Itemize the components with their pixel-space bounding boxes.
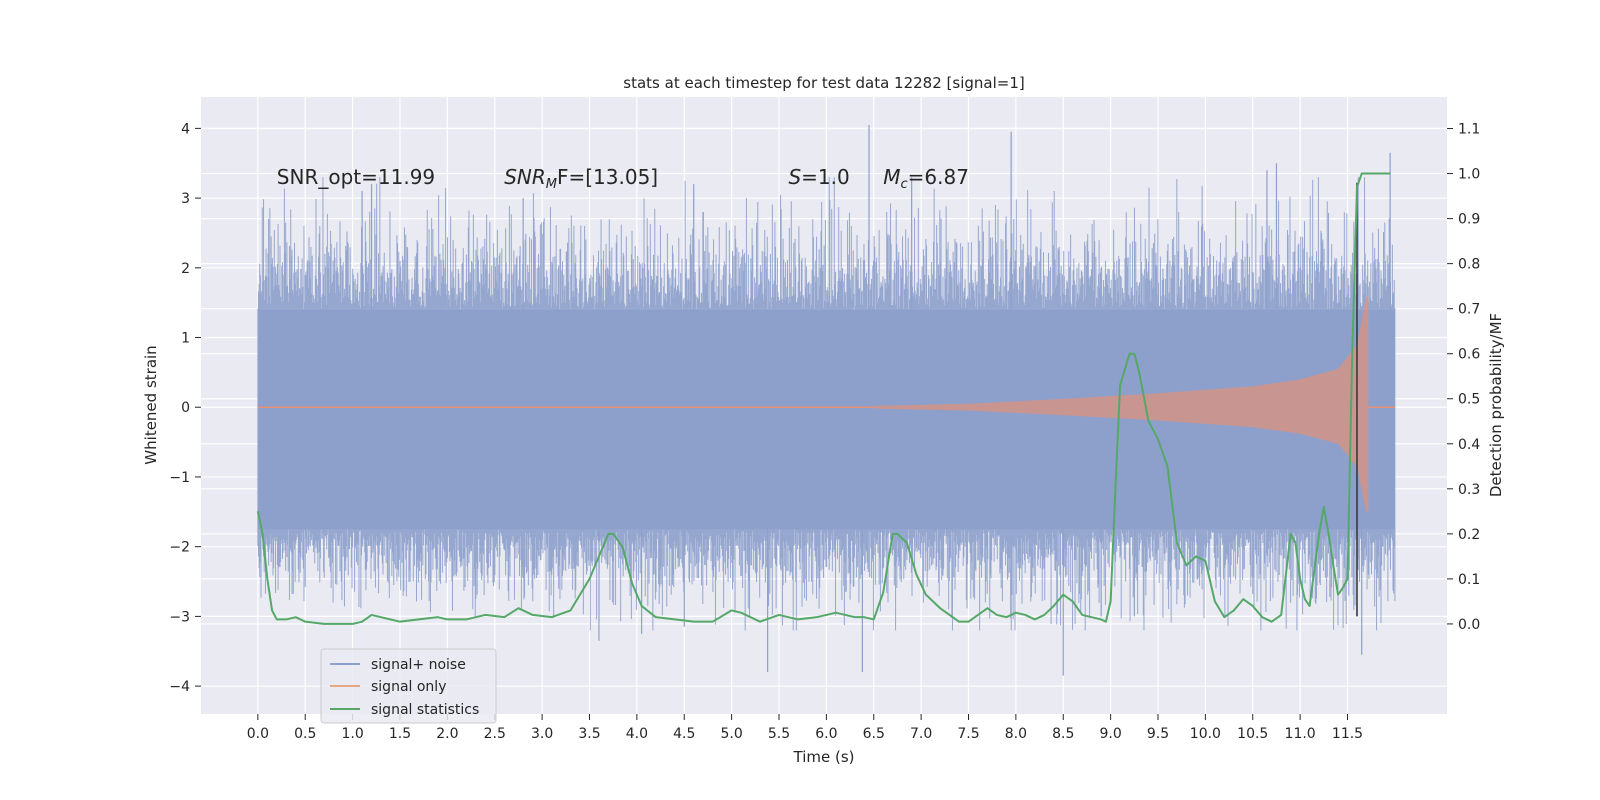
y-left-tick-label-5: 1 [181, 331, 190, 347]
x-tick-label-1: 0.5 [294, 726, 316, 742]
x-tick-label-3: 1.5 [389, 726, 411, 742]
legend: signal+ noise signal only signal statist… [320, 648, 497, 724]
series-signal-only [873, 295, 1369, 514]
legend-box [320, 648, 497, 724]
x-tick-label-13: 6.5 [863, 726, 885, 742]
y-right-tick-label-7: 0.7 [1458, 302, 1480, 318]
x-tick-label-19: 9.5 [1147, 726, 1169, 742]
y-right-tick-label-2: 0.2 [1458, 527, 1480, 543]
y-right-tick-label-0: 0.0 [1458, 617, 1480, 633]
y-axis-label-right: Detection probability/MF [1487, 313, 1505, 497]
annotation-snr-opt-main: SNR_opt=11.99 [277, 165, 435, 189]
annotation-s-val: S=1.0 [788, 165, 849, 189]
x-tick-label-4: 2.0 [436, 726, 458, 742]
annotation-s-val-main: S [788, 165, 801, 189]
y-axis-label-left: Whitened strain [142, 345, 160, 464]
annotation-mc-val-main: M [883, 165, 900, 189]
x-axis-label: Time (s) [793, 748, 855, 766]
ticks: 0.0 0.5 1.0 1.5 2.0 2.5 3.0 3.5 4.0 4.5 5.0 5.5 6.0 6… [169, 121, 1480, 742]
x-tick-label-12: 6.0 [815, 726, 837, 742]
annotation-mc-val: Mc=6.87 [883, 165, 969, 192]
series-signal-noise [257, 177, 1396, 631]
y-left-tick-label-0: −4 [169, 679, 190, 695]
x-tick-label-21: 10.5 [1237, 726, 1268, 742]
series-signal-statistics [256, 172, 1391, 625]
legend-label-signal-noise: signal+ noise [371, 657, 466, 673]
y-left-tick-label-1: −3 [169, 609, 190, 625]
x-tick-label-20: 10.0 [1190, 726, 1221, 742]
x-tick-label-16: 8.0 [1005, 726, 1027, 742]
y-right-tick-label-8: 0.8 [1458, 257, 1480, 273]
series-layer [256, 124, 1396, 676]
x-tick-label-22: 11.0 [1285, 726, 1316, 742]
legend-label-signal-statistics: signal statistics [371, 702, 479, 718]
x-tick-label-18: 9.0 [1099, 726, 1121, 742]
y-left-tick-label-7: 3 [181, 191, 190, 207]
y-left-tick-label-2: −2 [169, 540, 190, 556]
annotation-snr-mf-main: SNR [504, 165, 546, 189]
y-right-tick-label-3: 0.3 [1458, 482, 1480, 498]
y-left-tick-label-4: 0 [181, 400, 190, 416]
x-tick-label-11: 5.5 [768, 726, 790, 742]
x-tick-label-7: 3.5 [578, 726, 600, 742]
y-right-tick-label-11: 1.1 [1458, 122, 1480, 138]
y-right-tick-label-9: 0.9 [1458, 212, 1480, 228]
x-tick-label-2: 1.0 [341, 726, 363, 742]
annotation-snr-mf-rest: F=[13.05] [557, 165, 658, 189]
annotation-snr-opt: SNR_opt=11.99 [277, 165, 435, 189]
x-tick-label-0: 0.0 [247, 726, 269, 742]
y-right-tick-label-5: 0.5 [1458, 392, 1480, 408]
annotation-s-val-rest: =1.0 [801, 165, 850, 189]
y-right-tick-label-10: 1.0 [1458, 167, 1480, 183]
x-tick-label-14: 7.0 [910, 726, 932, 742]
annotation-snr-mf-sub: M [546, 177, 557, 192]
y-left-tick-label-8: 4 [181, 121, 190, 137]
annotation-snr-mf: SNRMF=[13.05] [504, 165, 658, 192]
annotation-mc-val-rest: =6.87 [908, 165, 969, 189]
y-left-tick-label-3: −1 [169, 470, 190, 486]
annotations: SNR_opt=11.99 SNRMF=[13.05] S=1.0 Mc=6.87 [277, 165, 969, 192]
x-tick-label-6: 3.0 [531, 726, 553, 742]
y-right-tick-label-4: 0.4 [1458, 437, 1480, 453]
y-right-tick-label-1: 0.1 [1458, 572, 1480, 588]
annotation-mc-val-sub: c [900, 177, 907, 192]
x-tick-label-9: 4.5 [673, 726, 695, 742]
chart-title: stats at each timestep for test data 122… [623, 74, 1024, 92]
x-tick-label-15: 7.5 [957, 726, 979, 742]
legend-label-signal-only: signal only [371, 679, 446, 695]
x-tick-label-5: 2.5 [484, 726, 506, 742]
y-left-tick-label-6: 2 [181, 261, 190, 277]
x-tick-label-8: 4.0 [626, 726, 648, 742]
x-tick-label-17: 8.5 [1052, 726, 1074, 742]
x-tick-label-10: 5.0 [720, 726, 742, 742]
y-right-tick-label-6: 0.6 [1458, 347, 1480, 363]
x-tick-label-23: 11.5 [1332, 726, 1363, 742]
